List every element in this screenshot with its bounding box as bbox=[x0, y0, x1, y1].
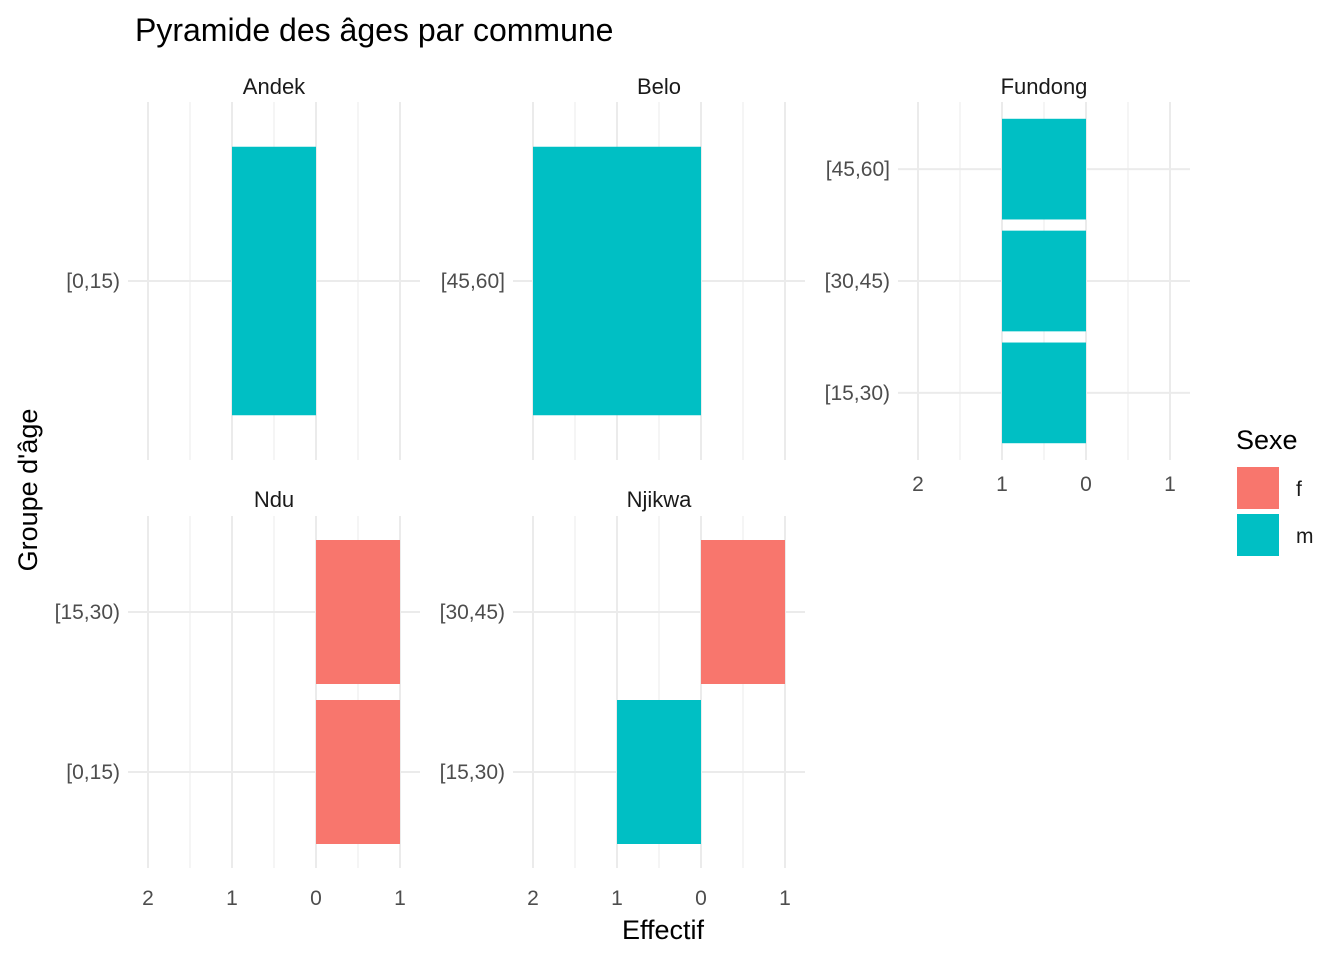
legend-label-f: f bbox=[1296, 478, 1302, 501]
x-tick-label: 1 bbox=[996, 473, 1008, 496]
panel-njikwa: [15,30) [30,45) Njikwa 2 1 0 1 bbox=[440, 487, 805, 910]
legend: Sexe f m bbox=[1236, 425, 1314, 556]
x-tick-label: 1 bbox=[394, 887, 406, 910]
panel-ndu: [0,15) [15,30) Ndu 2 1 0 1 bbox=[55, 487, 420, 910]
x-tick-label: 2 bbox=[527, 887, 539, 910]
bar-15-30-m bbox=[1002, 342, 1086, 444]
y-axis-title: Groupe d'âge bbox=[13, 409, 43, 572]
facet-strip-label: Njikwa bbox=[627, 487, 693, 512]
panel-fundong: [15,30) [30,45) [45,60] Fundong 2 1 0 1 bbox=[825, 74, 1190, 496]
facet-panels: [0,15) Andek [45,60] Belo [15,30) [30,45) [45,… bbox=[55, 74, 1190, 910]
legend-label-m: m bbox=[1296, 525, 1314, 548]
panel-belo: [45,60] Belo bbox=[441, 74, 805, 460]
bar-30-45-m bbox=[1002, 230, 1086, 332]
legend-key-f bbox=[1237, 467, 1279, 509]
facet-strip-label: Andek bbox=[243, 74, 306, 99]
bar-0-15-m bbox=[232, 146, 316, 416]
x-tick-label: 0 bbox=[310, 887, 322, 910]
x-tick-label: 1 bbox=[226, 887, 238, 910]
bar-45-60-m bbox=[1002, 118, 1086, 220]
x-axis-title: Effectif bbox=[622, 915, 705, 945]
x-tick-label: 1 bbox=[611, 887, 623, 910]
y-tick-label: [30,45) bbox=[825, 270, 890, 293]
y-tick-label: [0,15) bbox=[66, 270, 120, 293]
legend-key-m bbox=[1237, 514, 1279, 556]
facet-strip-label: Ndu bbox=[254, 487, 294, 512]
bar-45-60-m bbox=[533, 146, 701, 416]
x-tick-label: 1 bbox=[779, 887, 791, 910]
bar-15-30-m bbox=[617, 700, 701, 844]
x-tick-label: 2 bbox=[142, 887, 154, 910]
panel-andek: [0,15) Andek bbox=[66, 74, 420, 460]
legend-title: Sexe bbox=[1236, 425, 1298, 455]
chart-title: Pyramide des âges par commune bbox=[135, 12, 613, 48]
y-tick-label: [30,45) bbox=[440, 601, 505, 624]
y-tick-label: [45,60] bbox=[826, 158, 890, 181]
y-tick-label: [15,30) bbox=[55, 601, 120, 624]
bar-0-15-f bbox=[316, 700, 400, 844]
facet-strip-label: Belo bbox=[637, 74, 681, 99]
x-tick-label: 0 bbox=[695, 887, 707, 910]
x-tick-label: 0 bbox=[1080, 473, 1092, 496]
y-tick-label: [15,30) bbox=[825, 382, 890, 405]
x-tick-label: 1 bbox=[1164, 473, 1176, 496]
bar-15-30-f bbox=[316, 540, 400, 684]
y-tick-label: [45,60] bbox=[441, 270, 505, 293]
y-tick-label: [0,15) bbox=[66, 761, 120, 784]
facet-strip-label: Fundong bbox=[1001, 74, 1088, 99]
bar-30-45-f bbox=[701, 540, 785, 684]
x-tick-label: 2 bbox=[912, 473, 924, 496]
y-tick-label: [15,30) bbox=[440, 761, 505, 784]
